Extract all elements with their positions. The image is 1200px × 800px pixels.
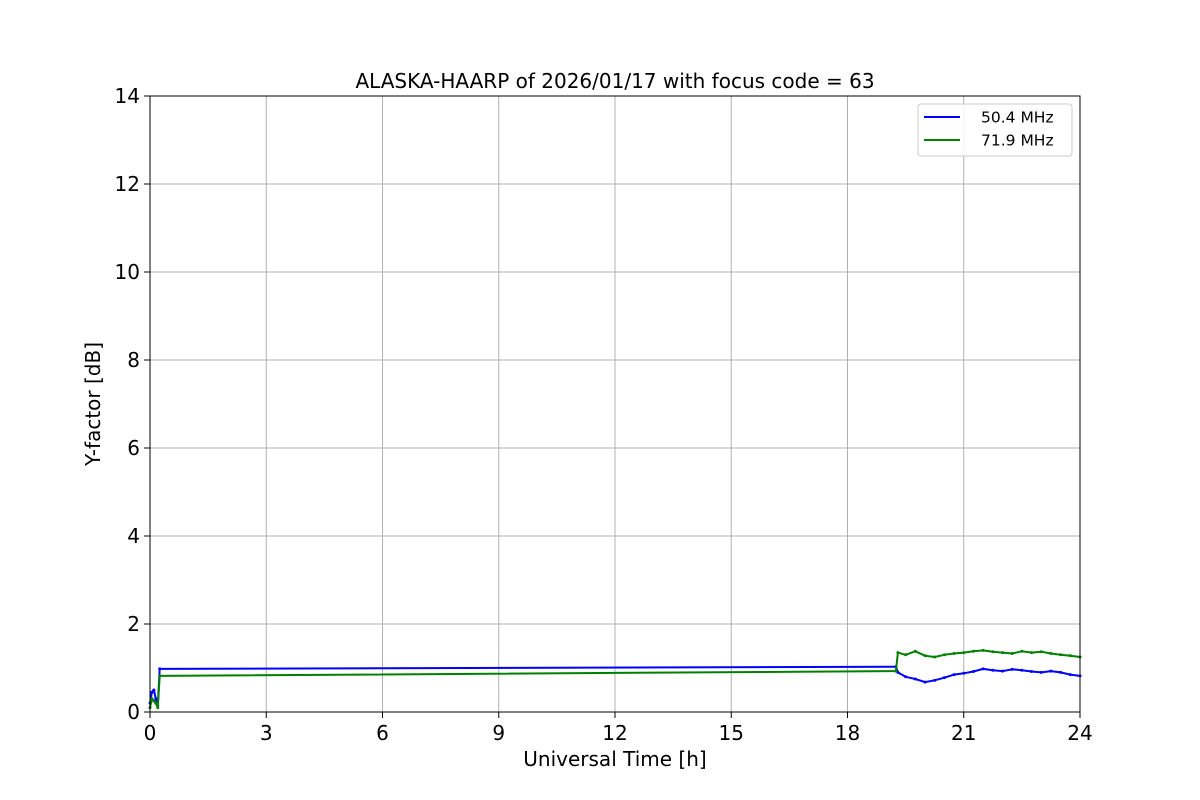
data-point <box>1010 667 1014 671</box>
data-point <box>1030 651 1034 655</box>
data-point <box>942 653 946 657</box>
data-point <box>1049 669 1053 673</box>
x-tick-label: 0 <box>144 721 157 745</box>
y-axis-label: Y-factor [dB] <box>81 342 105 467</box>
data-point <box>152 688 156 692</box>
data-point <box>904 675 908 679</box>
data-point <box>1068 654 1072 658</box>
y-tick-label: 10 <box>115 260 140 284</box>
y-tick-label: 12 <box>115 172 140 196</box>
series-2 <box>148 648 1082 710</box>
data-point <box>1010 651 1014 655</box>
data-point <box>942 676 946 680</box>
data-point <box>981 667 985 671</box>
data-point <box>150 690 154 694</box>
data-point <box>933 678 937 682</box>
data-point <box>962 651 966 655</box>
data-point <box>154 697 158 701</box>
data-point <box>150 697 154 701</box>
data-point <box>156 706 160 710</box>
data-point <box>981 648 985 652</box>
x-axis-label: Universal Time [h] <box>523 747 706 771</box>
data-point <box>152 699 156 703</box>
data-point <box>971 670 975 674</box>
x-tick-label: 3 <box>260 721 273 745</box>
data-point <box>913 649 917 653</box>
plot-area <box>148 648 1082 710</box>
legend-label: 50.4 MHz <box>981 109 1054 127</box>
data-point <box>913 677 917 681</box>
data-point <box>1020 668 1024 672</box>
data-point <box>1039 650 1043 654</box>
x-tick-label: 9 <box>492 721 505 745</box>
y-tick-label: 2 <box>127 612 140 636</box>
data-point <box>158 667 162 671</box>
y-tick-label: 14 <box>115 84 140 108</box>
x-tick-label: 6 <box>376 721 389 745</box>
data-point <box>962 671 966 675</box>
data-point <box>1001 669 1004 673</box>
data-point <box>923 680 927 684</box>
x-tick-label: 12 <box>602 721 627 745</box>
data-point <box>1059 653 1063 657</box>
y-tick-label: 8 <box>127 348 140 372</box>
data-point <box>1068 673 1072 677</box>
data-point <box>952 651 956 655</box>
x-tick-label: 18 <box>835 721 860 745</box>
x-tick-label: 21 <box>951 721 976 745</box>
y-tick-label: 4 <box>127 524 140 548</box>
data-point <box>991 650 995 654</box>
data-point <box>154 701 158 705</box>
y-tick-label: 6 <box>127 436 140 460</box>
legend-label: 71.9 MHz <box>981 132 1054 150</box>
data-point <box>971 649 975 653</box>
data-point <box>1059 670 1063 674</box>
data-point <box>952 673 956 677</box>
data-point <box>904 653 908 657</box>
data-point <box>896 651 900 655</box>
chart-title: ALASKA-HAARP of 2026/01/17 with focus co… <box>355 69 874 93</box>
data-point <box>1049 651 1053 655</box>
data-point <box>1039 670 1043 674</box>
data-point <box>1030 670 1034 674</box>
data-point <box>933 655 937 659</box>
data-point <box>158 674 162 678</box>
data-point <box>991 668 995 672</box>
x-tick-label: 15 <box>719 721 744 745</box>
data-point <box>894 669 898 673</box>
x-tick-label: 24 <box>1067 721 1092 745</box>
legend: 50.4 MHz 71.9 MHz <box>917 103 1073 157</box>
y-tick-label: 0 <box>127 700 140 724</box>
data-point <box>1001 651 1004 655</box>
data-point <box>1020 649 1024 653</box>
data-point <box>923 654 927 658</box>
